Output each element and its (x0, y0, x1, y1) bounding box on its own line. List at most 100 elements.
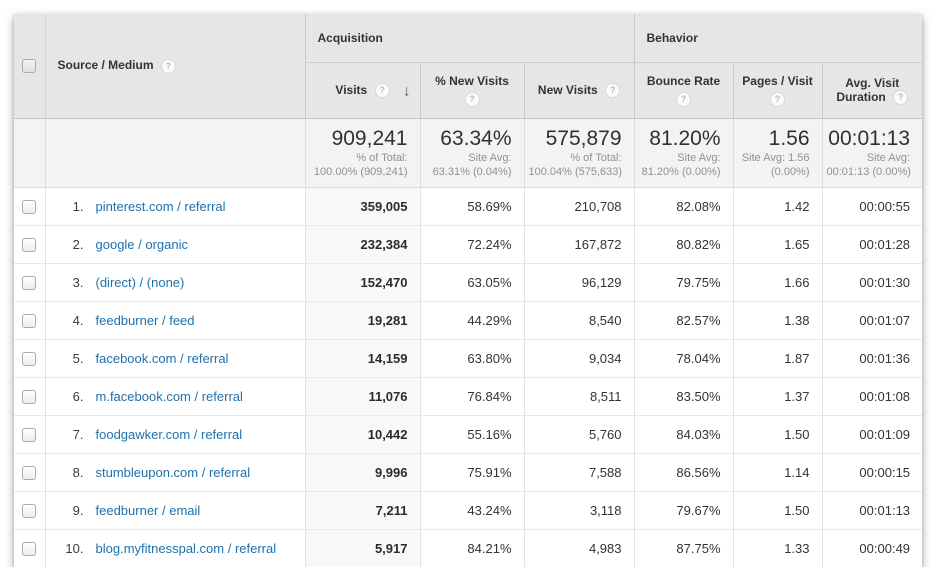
visits-cell: 9,996 (305, 454, 420, 492)
help-icon[interactable]: ? (676, 92, 691, 107)
avg-duration-cell: 00:01:09 (822, 416, 922, 454)
row-checkbox-cell (14, 416, 45, 454)
row-rank: 1. (58, 199, 84, 214)
row-checkbox-cell (14, 530, 45, 567)
source-medium-link[interactable]: (direct) / (none) (96, 275, 185, 290)
avg-duration-cell: 00:01:30 (822, 264, 922, 302)
sort-descending-icon[interactable]: ↓ (403, 82, 411, 99)
row-checkbox[interactable] (22, 314, 36, 328)
source-medium-link[interactable]: feedburner / feed (96, 313, 195, 328)
summary-pct-new-visits-detail: 63.31% (0.04%) (425, 165, 512, 179)
summary-new-visits-detail: 100.04% (575,633) (529, 165, 622, 179)
row-checkbox[interactable] (22, 276, 36, 290)
source-cell: 2. google / organic (45, 226, 305, 264)
new-visits-cell: 96,129 (524, 264, 634, 302)
row-checkbox-cell (14, 492, 45, 530)
new-visits-cell: 8,511 (524, 378, 634, 416)
source-medium-link[interactable]: m.facebook.com / referral (96, 389, 243, 404)
summary-visits-value: 909,241 (310, 127, 408, 151)
table-row: 3.(direct) / (none) 152,470 63.05% 96,12… (14, 264, 922, 302)
summary-pages-visit: 1.56 Site Avg: 1.56 (0.00%) (733, 119, 822, 188)
source-medium-link[interactable]: feedburner / email (96, 503, 201, 518)
source-medium-link[interactable]: foodgawker.com / referral (96, 427, 243, 442)
column-header-source-medium[interactable]: Source / Medium ? (45, 14, 305, 119)
new-visits-cell: 5,760 (524, 416, 634, 454)
table-row: 7.foodgawker.com / referral 10,442 55.16… (14, 416, 922, 454)
column-header-pct-new-visits[interactable]: % New Visits ? (420, 63, 524, 119)
visits-cell: 5,917 (305, 530, 420, 567)
pct-new-visits-cell: 75.91% (420, 454, 524, 492)
table-row: 5.facebook.com / referral 14,159 63.80% … (14, 340, 922, 378)
row-checkbox[interactable] (22, 466, 36, 480)
source-medium-link[interactable]: stumbleupon.com / referral (96, 465, 251, 480)
row-rank: 2. (58, 237, 84, 252)
row-rank: 3. (58, 275, 84, 290)
help-icon[interactable]: ? (465, 92, 480, 107)
visits-cell: 232,384 (305, 226, 420, 264)
bounce-rate-cell: 82.08% (634, 188, 733, 226)
pages-visit-cell: 1.37 (733, 378, 822, 416)
column-header-visits[interactable]: Visits ? ↓ (305, 63, 420, 119)
pages-visit-label: Pages / Visit (742, 74, 812, 88)
pct-new-visits-cell: 72.24% (420, 226, 524, 264)
row-rank: 5. (58, 351, 84, 366)
summary-bounce-rate-caption: Site Avg: (639, 151, 721, 165)
summary-pct-new-visits-value: 63.34% (425, 127, 512, 151)
column-header-avg-visit-duration[interactable]: Avg. Visit Duration ? (822, 63, 922, 119)
row-rank: 9. (58, 503, 84, 518)
source-medium-link[interactable]: google / organic (96, 237, 189, 252)
pct-new-visits-cell: 76.84% (420, 378, 524, 416)
row-checkbox[interactable] (22, 238, 36, 252)
help-icon[interactable]: ? (375, 83, 390, 98)
source-cell: 1. pinterest.com / referral (45, 188, 305, 226)
column-header-bounce-rate[interactable]: Bounce Rate ? (634, 63, 733, 119)
table-row: 10. blog.myfitnesspal.com / referral 5,91… (14, 530, 922, 567)
pages-visit-cell: 1.14 (733, 454, 822, 492)
avg-visit-duration-label: Avg. Visit Duration (836, 76, 899, 104)
source-cell: 4. feedburner / feed (45, 302, 305, 340)
summary-pages-visit-caption: Site Avg: 1.56 (738, 151, 810, 165)
summary-visits-detail: 100.00% (909,241) (310, 165, 408, 179)
select-all-checkbox[interactable] (22, 59, 36, 73)
pages-visit-cell: 1.50 (733, 492, 822, 530)
row-checkbox[interactable] (22, 390, 36, 404)
summary-row: 909,241 % of Total: 100.00% (909,241) 63… (14, 119, 922, 188)
row-checkbox[interactable] (22, 200, 36, 214)
help-icon[interactable]: ? (161, 59, 176, 74)
help-icon[interactable]: ? (770, 92, 785, 107)
avg-duration-cell: 00:01:08 (822, 378, 922, 416)
source-cell: 9. feedburner / email (45, 492, 305, 530)
visits-cell: 19,281 (305, 302, 420, 340)
summary-pages-visit-detail: (0.00%) (738, 165, 810, 179)
column-header-new-visits[interactable]: New Visits ? (524, 63, 634, 119)
summary-avg-visit-duration: 00:01:13 Site Avg: 00:01:13 (0.00%) (822, 119, 922, 188)
row-checkbox[interactable] (22, 504, 36, 518)
bounce-rate-cell: 78.04% (634, 340, 733, 378)
new-visits-cell: 210,708 (524, 188, 634, 226)
help-icon[interactable]: ? (605, 83, 620, 98)
row-checkbox-cell (14, 454, 45, 492)
row-checkbox[interactable] (22, 428, 36, 442)
pct-new-visits-cell: 43.24% (420, 492, 524, 530)
row-checkbox[interactable] (22, 352, 36, 366)
source-medium-link[interactable]: pinterest.com / referral (96, 199, 226, 214)
row-rank: 4. (58, 313, 84, 328)
pct-new-visits-cell: 58.69% (420, 188, 524, 226)
help-icon[interactable]: ? (893, 90, 908, 105)
source-medium-link[interactable]: facebook.com / referral (96, 351, 229, 366)
row-rank: 10. (58, 541, 84, 556)
source-medium-link[interactable]: blog.myfitnesspal.com / referral (96, 541, 277, 556)
avg-duration-cell: 00:01:36 (822, 340, 922, 378)
source-cell: 3. (direct) / (none) (45, 264, 305, 302)
avg-duration-cell: 00:00:49 (822, 530, 922, 567)
visits-cell: 359,005 (305, 188, 420, 226)
source-cell: 5. facebook.com / referral (45, 340, 305, 378)
summary-bounce-rate-value: 81.20% (639, 127, 721, 151)
bounce-rate-label: Bounce Rate (647, 74, 720, 88)
column-header-pages-visit[interactable]: Pages / Visit ? (733, 63, 822, 119)
row-checkbox[interactable] (22, 542, 36, 556)
new-visits-cell: 8,540 (524, 302, 634, 340)
summary-new-visits: 575,879 % of Total: 100.04% (575,633) (524, 119, 634, 188)
bounce-rate-cell: 87.75% (634, 530, 733, 567)
summary-visits: 909,241 % of Total: 100.00% (909,241) (305, 119, 420, 188)
